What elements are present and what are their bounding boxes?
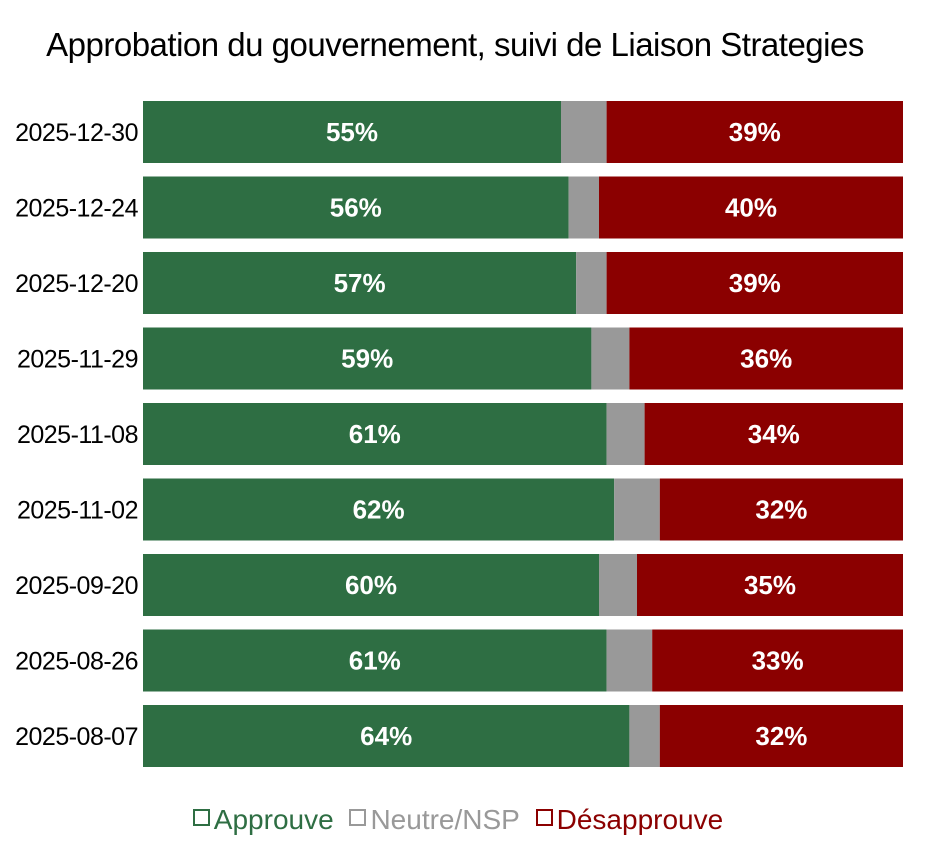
y-tick-label: 2025-12-20 (15, 270, 138, 298)
bar-neutre-nsp (629, 705, 660, 767)
y-tick-label: 2025-12-30 (15, 119, 138, 147)
data-label-desapprouve: 32% (755, 721, 807, 751)
data-label-approuve: 55% (326, 117, 378, 147)
y-tick-label: 2025-08-07 (15, 723, 138, 751)
data-label-approuve: 56% (330, 193, 382, 223)
y-tick-label: 2025-11-02 (17, 497, 138, 525)
bar-desapprouve (599, 176, 903, 239)
data-label-desapprouve: 36% (740, 344, 792, 374)
y-tick-label: 2025-11-29 (17, 346, 138, 374)
bar-desapprouve (637, 554, 903, 616)
legend-swatch-approuve (192, 809, 210, 826)
data-label-desapprouve: 32% (755, 495, 807, 525)
data-label-desapprouve: 33% (752, 646, 804, 676)
chart-title: Approbation du gouvernement, suivi de Li… (46, 26, 864, 63)
bar-approuve (143, 554, 599, 616)
bar-neutre-nsp (561, 101, 607, 163)
legend-item-approuve: Approuve (192, 804, 334, 836)
legend: Approuve Neutre/NSP Désapprouve (0, 804, 916, 836)
bar-approuve (143, 705, 630, 767)
bar-neutre-nsp (591, 327, 630, 390)
bar-desapprouve (659, 478, 903, 541)
bar-desapprouve (659, 705, 903, 767)
y-tick-label: 2025-11-08 (17, 421, 138, 449)
data-label-approuve: 61% (349, 646, 401, 676)
bar-approuve (143, 478, 615, 541)
bar-neutre-nsp (576, 252, 607, 314)
data-label-desapprouve: 34% (748, 419, 800, 449)
bar-approuve (143, 629, 607, 692)
bar-neutre-nsp (606, 629, 653, 692)
bar-approuve (143, 101, 561, 163)
bar-approuve (143, 252, 577, 314)
data-label-approuve: 60% (345, 570, 397, 600)
bar-approuve (143, 403, 607, 465)
bar-neutre-nsp (606, 403, 645, 465)
legend-item-desapprouve: Désapprouve (535, 804, 724, 836)
bar-approuve (143, 176, 569, 239)
bar-neutre-nsp (614, 478, 660, 541)
stacked-bar-chart: 2025-12-30 2025-12-24 2025-12-20 2025-11-29… (15, 101, 903, 767)
legend-label-desapprouve: Désapprouve (556, 804, 724, 835)
bar-desapprouve (606, 252, 903, 314)
bar-desapprouve (629, 327, 903, 390)
data-label-desapprouve: 40% (725, 193, 777, 223)
data-label-approuve: 61% (349, 419, 401, 449)
legend-item-neutre: Neutre/NSP (349, 804, 520, 836)
bars (143, 101, 903, 767)
legend-label-approuve: Approuve (213, 804, 334, 835)
data-label-desapprouve: 39% (729, 117, 781, 147)
data-label-desapprouve: 35% (744, 570, 796, 600)
y-tick-label: 2025-12-24 (15, 195, 138, 223)
data-label-approuve: 62% (353, 495, 405, 525)
y-tick-label: 2025-08-26 (15, 648, 138, 676)
bar-desapprouve (652, 629, 903, 692)
legend-swatch-desapprouve (535, 809, 553, 826)
bar-desapprouve (606, 101, 903, 163)
data-label-approuve: 64% (360, 721, 412, 751)
bar-neutre-nsp (599, 554, 637, 616)
data-label-approuve: 57% (334, 268, 386, 298)
y-tick-label: 2025-09-20 (15, 572, 138, 600)
data-label-desapprouve: 39% (729, 268, 781, 298)
data-label-approuve: 59% (341, 344, 393, 374)
data-labels: 55% 39% 56% 40% 57% 39% 59% 36% 61% 34% 62% 32% 60% 3… (326, 117, 807, 751)
legend-swatch-neutre (349, 809, 367, 826)
bar-approuve (143, 327, 592, 390)
bar-desapprouve (644, 403, 903, 465)
legend-label-neutre: Neutre/NSP (370, 804, 520, 835)
bar-neutre-nsp (568, 176, 599, 239)
y-axis-labels: 2025-12-30 2025-12-24 2025-12-20 2025-11-29… (15, 119, 139, 751)
